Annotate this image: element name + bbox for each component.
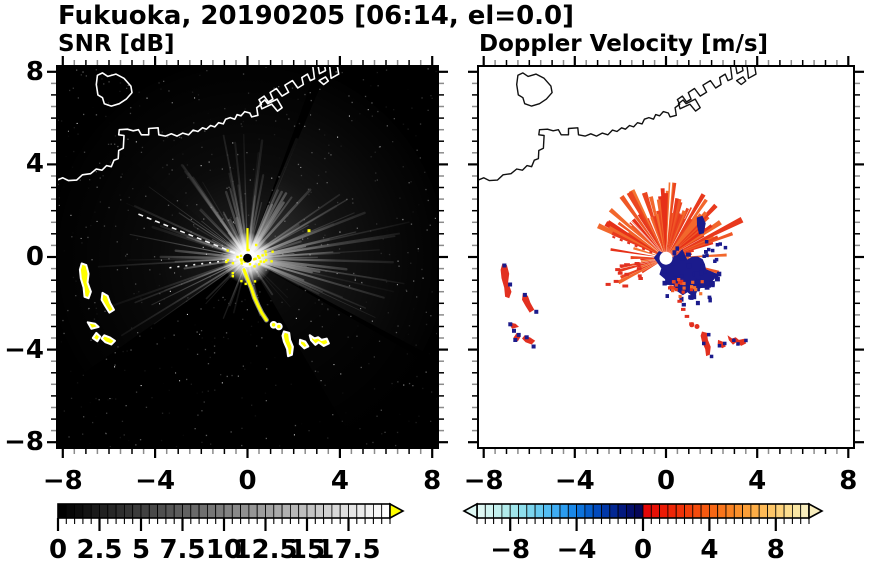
- figure-title: Fukuoka, 20190205 [06:14, el=0.0]: [58, 1, 575, 31]
- high-snr-trail: [241, 267, 330, 358]
- colorbar-tick-label: 2.5: [76, 535, 123, 565]
- under-range-arrow: [462, 502, 478, 520]
- y-tick-label: 8: [25, 56, 44, 87]
- snr-colorbar-svg: [56, 502, 405, 531]
- over-range-arrow: [808, 502, 824, 520]
- colorbar-tick-label: 0: [633, 535, 653, 565]
- colorbar-tick-label: 10: [205, 535, 243, 565]
- doppler-frame: [477, 65, 855, 449]
- colorbar-tick-label: 12.5: [233, 535, 298, 565]
- x-tick-label: −8: [42, 466, 83, 496]
- x-tick-label: 4: [330, 466, 349, 496]
- y-tick-label: 0: [25, 242, 44, 272]
- colorbar-tick-label: 8: [766, 535, 785, 565]
- snr-frame: [56, 65, 439, 449]
- x-tick-label: −4: [135, 466, 176, 496]
- coastline: [57, 66, 340, 182]
- doppler-colorbar-svg: [462, 502, 824, 531]
- ne-negative-patch: [696, 215, 706, 235]
- beam-glow: [57, 66, 438, 431]
- snr-panel-title: SNR [dB]: [58, 31, 175, 57]
- x-tick-label: 0: [656, 466, 676, 496]
- colorbar-tick-label: 5: [131, 535, 151, 565]
- over-range-arrow: [389, 502, 405, 520]
- y-tick-label: 4: [25, 149, 44, 180]
- y-tick-label: −8: [4, 427, 44, 458]
- x-tick-label: −8: [463, 466, 504, 496]
- positive-velocity-fan: [597, 182, 744, 285]
- island-velocity-echoes: [500, 263, 539, 349]
- doppler-map-svg: [468, 56, 864, 458]
- radar-site-marker: [659, 251, 673, 265]
- colorbar-tick-label: 15: [288, 535, 326, 565]
- x-tick-label: 4: [748, 466, 767, 496]
- colorbar-tick-label: 4: [700, 535, 719, 565]
- x-tick-label: 0: [238, 466, 257, 496]
- coastline: [478, 66, 757, 182]
- snr-map-svg: [47, 56, 448, 458]
- radar-site-dot: [243, 253, 252, 263]
- x-tick-label: 8: [423, 466, 442, 496]
- trail-velocity-echoes: [677, 299, 748, 359]
- colorbar-tick-label: −4: [556, 535, 597, 565]
- island-echoes: [78, 262, 116, 346]
- y-tick-label: −4: [4, 334, 44, 365]
- colorbar-tick-label: 7.5: [159, 535, 206, 565]
- doppler-panel-title: Doppler Velocity [m/s]: [479, 31, 769, 57]
- colorbar-tick-label: 0: [48, 535, 68, 565]
- colorbar-tick-label: 17.5: [316, 535, 381, 565]
- colorbar-tick-label: −8: [490, 535, 531, 565]
- x-tick-label: −4: [554, 466, 595, 496]
- west-velocity-dashes: [605, 262, 643, 288]
- x-tick-label: 8: [839, 466, 858, 496]
